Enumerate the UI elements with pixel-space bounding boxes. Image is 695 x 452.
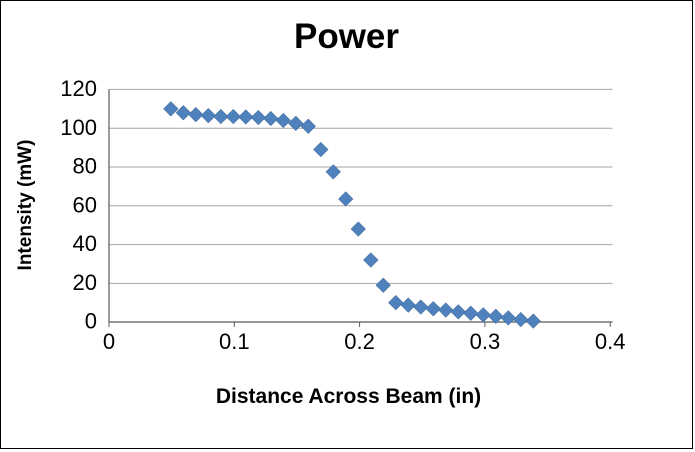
- svg-text:60: 60: [73, 192, 97, 217]
- svg-text:0.3: 0.3: [470, 329, 501, 354]
- svg-text:0.1: 0.1: [219, 329, 250, 354]
- svg-text:120: 120: [60, 76, 97, 101]
- svg-text:80: 80: [73, 154, 97, 179]
- svg-text:40: 40: [73, 231, 97, 256]
- svg-text:20: 20: [73, 270, 97, 295]
- svg-text:0: 0: [85, 309, 97, 334]
- svg-text:0.4: 0.4: [595, 329, 626, 354]
- svg-text:0: 0: [103, 329, 115, 354]
- svg-text:0.2: 0.2: [344, 329, 375, 354]
- svg-text:100: 100: [60, 115, 97, 140]
